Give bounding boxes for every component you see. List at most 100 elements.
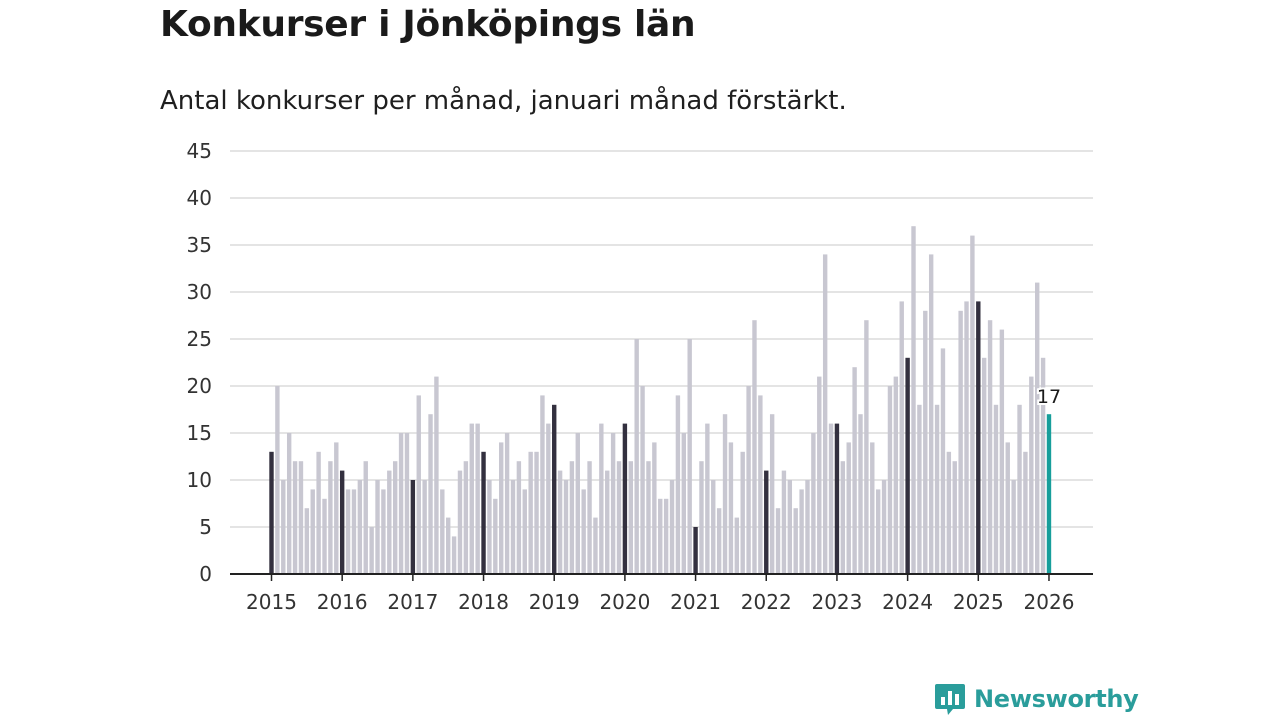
bar [911,226,916,574]
bar [928,254,934,574]
bar [499,442,504,574]
bar [734,517,740,574]
x-tick-label: 2017 [387,590,438,614]
bar [817,376,822,574]
bar [993,404,999,574]
bar [504,433,510,574]
bar-january [269,451,274,574]
bar [369,527,374,574]
bar [510,480,516,574]
y-tick-label: 5 [199,515,212,539]
bar [799,489,804,574]
bar [711,480,716,574]
bar [987,320,993,574]
bar [640,386,645,574]
bar [434,376,439,574]
bar-january [552,404,557,574]
bar [705,423,710,574]
bar-january [410,480,416,574]
bar [752,320,757,574]
bar [516,461,522,574]
bar [652,442,657,574]
bar [322,498,327,574]
bar [1005,442,1010,574]
bar [628,461,633,574]
bar [569,461,575,574]
bar [852,367,857,574]
bar [793,508,798,574]
bar [716,508,722,574]
bar [658,498,663,574]
y-tick-label: 0 [199,562,212,586]
bar [610,433,616,574]
bar [940,348,946,574]
bar [864,320,869,574]
bar [475,423,480,574]
bar-january [481,451,486,574]
bar [934,404,940,574]
chart-title: Konkurser i Jönköpings län [160,4,696,45]
bar [681,433,686,574]
bar [775,508,781,574]
bar [563,480,569,574]
bar [416,395,421,574]
bar-january [764,470,769,574]
bar [870,442,875,574]
bar [381,489,386,574]
bar [1023,451,1028,574]
bar-january [622,423,628,574]
bar [522,489,527,574]
bar [822,254,828,574]
bar [451,536,457,574]
bar [746,386,751,574]
bar [387,470,392,574]
bar [534,451,539,574]
bar [981,357,987,574]
bar [881,480,887,574]
bar [392,461,398,574]
bar [345,489,351,574]
bar [528,451,533,574]
x-tick-label: 2026 [1024,590,1075,614]
brand-name: Newsworthy [974,685,1139,713]
bar [599,423,604,574]
bar [357,480,363,574]
latest-value-label: 17 [1037,386,1061,408]
y-tick-label: 45 [187,139,212,163]
bar [469,423,474,574]
bar [275,386,280,574]
bar [292,461,298,574]
bar [1017,404,1022,574]
bar [334,442,339,574]
bar [728,442,734,574]
bar [634,339,639,574]
bar-latest [1046,414,1052,574]
newsworthy-logo-icon [935,684,965,715]
bar [457,470,463,574]
bar [304,508,310,574]
bar [669,480,675,574]
y-tick-label: 40 [187,186,212,210]
y-tick-label: 35 [187,233,212,257]
x-tick-label: 2025 [953,590,1004,614]
y-tick-label: 15 [187,421,212,445]
x-tick-label: 2019 [529,590,580,614]
bar [1040,357,1046,574]
bar [687,339,692,574]
x-tick-label: 2018 [458,590,509,614]
bar [310,489,315,574]
bar [463,461,469,574]
bar [587,461,592,574]
x-tick-label: 2024 [882,590,933,614]
y-tick-label: 20 [187,374,212,398]
bar [805,480,810,574]
bar [487,480,492,574]
brand-logo: Newsworthy [934,682,1139,716]
bar [1035,282,1040,574]
bar [286,433,292,574]
bar [351,489,357,574]
bar [964,301,969,574]
bar [581,489,586,574]
bar [787,480,793,574]
